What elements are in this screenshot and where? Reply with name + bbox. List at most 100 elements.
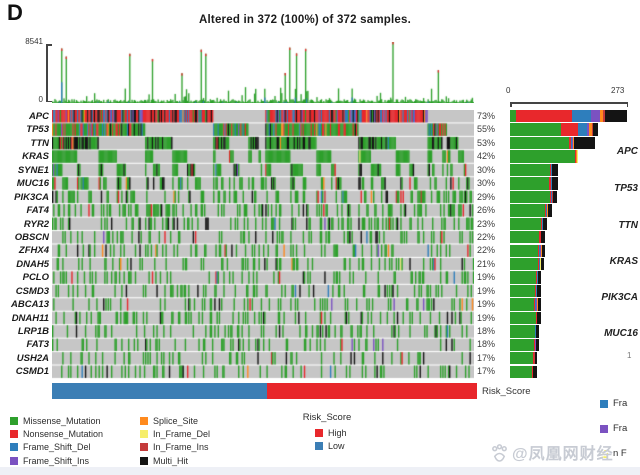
bar-segment [572, 136, 574, 150]
bar-segment [536, 284, 537, 298]
rightbar-axis-tick-left [510, 102, 512, 107]
mutation-count-bar [510, 177, 559, 190]
panel-label: D [7, 0, 23, 25]
bar-segment [510, 244, 539, 257]
gene-label: DNAH5 [16, 258, 49, 270]
legend-swatch [140, 430, 148, 439]
legend-label: Splice_Site [153, 415, 199, 426]
gene-label: FAT3 [26, 339, 49, 351]
gene-label: CSMD3 [15, 285, 49, 297]
gene-percent: 19% [477, 299, 496, 310]
legend-swatch [600, 399, 608, 408]
risk-score-track-label: Risk_Score [482, 386, 531, 397]
risk-score-track [52, 383, 477, 399]
legend-label: n F [613, 448, 627, 460]
bar-segment [536, 298, 537, 311]
risk-group-low [52, 383, 268, 399]
bar-segment [536, 284, 538, 298]
bar-segment [534, 352, 538, 365]
legend-label: Missense_Mutation [23, 415, 101, 426]
bar-segment [532, 352, 535, 365]
bar-segment [510, 352, 533, 365]
mutation-count-bar [510, 338, 539, 352]
side-gene-label: TP53 [614, 183, 638, 194]
bar-segment [573, 136, 596, 150]
bar-segment [541, 217, 542, 230]
bar-segment [510, 110, 516, 123]
legend-swatch [315, 428, 323, 437]
gene-label: ZFHX4 [18, 245, 49, 257]
watermark: @凤凰网财经 [490, 440, 614, 464]
gene-percent: 30% [477, 164, 496, 175]
legend-swatch [10, 416, 18, 425]
bar-segment [542, 244, 546, 257]
legend-swatch [10, 456, 18, 465]
bar-segment [536, 298, 538, 311]
mutation-count-bar [510, 311, 541, 325]
bar-segment [535, 298, 537, 311]
rightbar-axis-tick-right [626, 102, 628, 107]
bar-segment [588, 123, 593, 136]
bar-segment [540, 257, 544, 271]
gene-percent: 55% [477, 124, 496, 135]
legend-item: Multi_Hit [140, 454, 210, 467]
side-gene-label: PIK3CA [601, 292, 638, 303]
tmb-bar-track [52, 42, 474, 103]
mutation-count-bar [510, 325, 539, 338]
tmb-axis-line [46, 44, 48, 102]
bar-segment [537, 284, 541, 298]
gene-percent: 19% [477, 272, 496, 283]
gene-percent: 18% [477, 326, 496, 336]
tmb-axis-tick-bottom [46, 100, 52, 102]
side-gene-label: KRAS [609, 256, 638, 267]
gene-label: TTN [30, 137, 49, 149]
gene-percent: 19% [477, 312, 496, 323]
legend-label: In_Frame_Ins [153, 442, 209, 453]
legend-swatch [10, 430, 18, 439]
bar-segment [541, 244, 543, 257]
legend-swatch [315, 442, 323, 451]
side-gene-label: TTN [618, 220, 638, 231]
gene-label: LRP1B [17, 326, 49, 337]
legend-column-1: Missense_Mutation Nonsense_Mutation Frame_… [10, 414, 103, 468]
bar-segment [510, 257, 539, 271]
gene-label: RYR2 [23, 218, 49, 230]
bar-segment [550, 190, 552, 204]
bar-segment [572, 110, 591, 123]
watermark-text: @凤凰网财经 [512, 446, 614, 463]
bar-segment [540, 244, 542, 257]
gene-label: PIK3CA [14, 191, 49, 203]
bar-segment [575, 150, 577, 163]
gene-label: TP53 [26, 124, 49, 136]
bar-segment [550, 177, 552, 190]
bar-segment [573, 136, 574, 150]
cropped-legend-item: Fra [600, 422, 627, 435]
bar-segment [510, 298, 535, 311]
bar-segment [592, 123, 594, 136]
bar-segment [510, 231, 540, 244]
mutation-count-bar [510, 352, 538, 365]
bar-segment [541, 217, 543, 230]
legend-swatch [10, 443, 18, 452]
legend-swatch [140, 456, 148, 465]
bar-segment [537, 271, 538, 284]
bar-segment [510, 204, 545, 217]
bar-segment [539, 257, 541, 271]
mutation-count-bar [510, 298, 541, 311]
gene-label: KRAS [22, 151, 49, 163]
bar-segment [537, 298, 541, 311]
bar-segment [510, 325, 535, 338]
bar-segment [535, 284, 537, 298]
bar-segment [535, 311, 537, 325]
legend-item: Frame_Shift_Ins [10, 454, 103, 467]
bar-segment [602, 110, 606, 123]
cropped-legend-item: n F [600, 447, 627, 460]
bar-segment [544, 204, 547, 217]
risk-legend-item: Low [315, 439, 347, 452]
gene-percent: 42% [477, 151, 496, 162]
bar-segment [535, 338, 537, 352]
risk-legend-header: Risk_Score [302, 412, 352, 423]
bar-segment [546, 204, 548, 217]
legend-swatch [140, 443, 148, 452]
